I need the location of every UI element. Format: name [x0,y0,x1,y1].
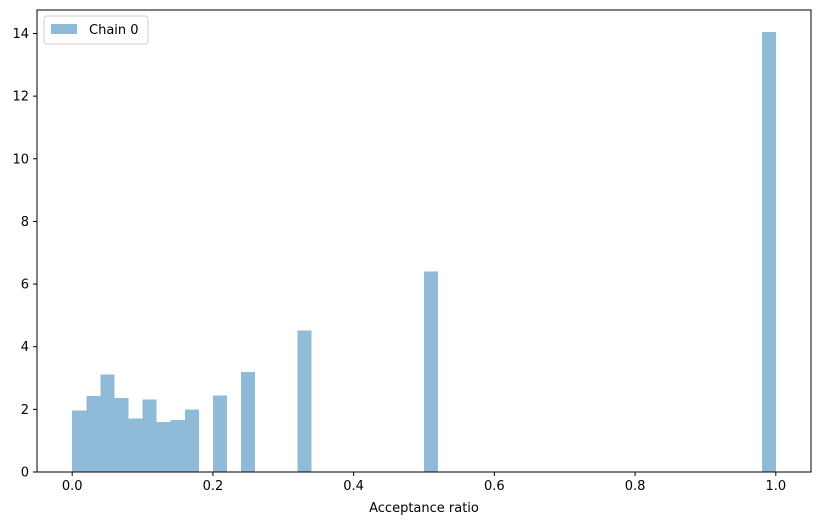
histogram-bar [156,422,171,472]
histogram-bar [761,31,776,473]
y-tick-label: 14 [12,27,29,42]
axes-frame [36,9,812,473]
y-tick-label: 6 [21,278,29,293]
x-axis-label: Acceptance ratio [369,501,479,516]
legend: Chain 0 [43,15,149,45]
y-tick-label: 2 [21,403,29,418]
histogram-bar [241,371,256,472]
x-tick-label: 1.0 [765,479,786,494]
histogram-bar [424,271,439,472]
x-tick-label: 0.2 [203,479,224,494]
legend-box [43,15,149,45]
histogram-bars [72,31,776,473]
legend-swatch [51,24,77,34]
x-tick-label: 0.6 [484,479,505,494]
histogram-bar [142,399,157,472]
x-tick-label: 0.0 [62,479,83,494]
histogram-bar [297,330,312,472]
y-axis: 0 2 4 6 8 10 12 14 [12,27,37,481]
y-tick-label: 4 [21,340,29,355]
x-axis: 0.0 0.2 0.4 0.6 0.8 1.0 [62,472,786,494]
histogram-bar [72,410,87,472]
histogram-bar [170,420,185,472]
x-tick-label: 0.8 [625,479,646,494]
x-tick-label: 0.4 [343,479,364,494]
y-tick-label: 12 [12,90,29,105]
histogram-bar [212,395,227,472]
histogram-bar [184,409,199,472]
y-tick-label: 8 [21,215,29,230]
histogram-bar [128,418,143,472]
y-tick-label: 0 [21,466,29,481]
histogram-bar [114,397,129,472]
y-tick-label: 10 [12,152,29,167]
histogram-bar [86,395,101,472]
histogram-bar [100,374,115,472]
legend-label: Chain 0 [89,23,139,38]
